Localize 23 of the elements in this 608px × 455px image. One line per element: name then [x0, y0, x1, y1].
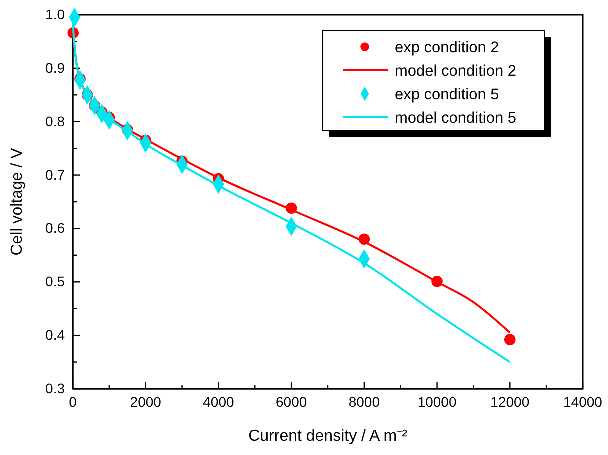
x-axis-title: Current density / A m⁻²: [248, 428, 408, 445]
x-tick-label: 14000: [564, 394, 603, 410]
point: [504, 334, 516, 346]
y-tick-label: 0.4: [46, 327, 66, 344]
x-tick-label: 0: [69, 394, 78, 410]
x-tick-label: 10000: [418, 394, 457, 410]
x-tick-label: 2000: [130, 394, 162, 410]
y-tick-label: 0.8: [46, 113, 66, 130]
y-tick-label: 0.3: [46, 380, 66, 396]
y-tick-label: 0.9: [46, 60, 66, 76]
y-tick-label: 0.6: [46, 220, 66, 236]
y-axis-title: Cell voltage / V: [9, 148, 26, 256]
x-tick-label: 4000: [203, 394, 234, 410]
x-tick-label: 12000: [490, 394, 530, 410]
x-tick-label: 8000: [348, 394, 380, 410]
x-tick-label: 6000: [276, 394, 308, 410]
legend-label: model condition 2: [395, 63, 516, 80]
legend-label: exp condition 5: [395, 86, 500, 104]
legend-label: model condition 5: [395, 110, 516, 127]
legend-label: exp condition 2: [395, 40, 500, 56]
y-tick-label: 0.5: [46, 274, 66, 290]
y-tick-label: 0.7: [46, 166, 66, 183]
y-tick-label: 1.0: [46, 6, 66, 22]
